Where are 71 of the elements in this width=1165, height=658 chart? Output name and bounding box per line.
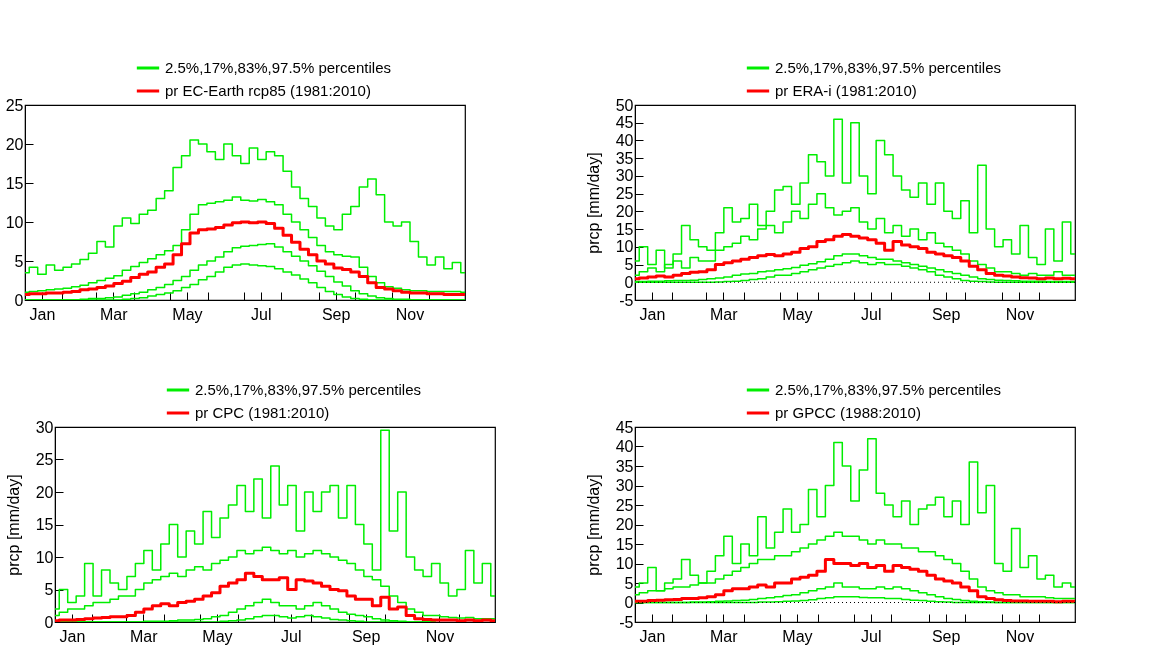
legend-label: 2.5%,17%,83%,97.5% percentiles bbox=[775, 59, 1001, 76]
x-tick-label: Mar bbox=[709, 305, 739, 323]
legend-label: pr CPC (1981:2010) bbox=[195, 404, 330, 421]
x-tick-label: Jan bbox=[639, 627, 666, 645]
y-tick-label: 40 bbox=[615, 438, 634, 455]
y-tick-label: 25 bbox=[615, 185, 634, 203]
x-tick-label: Jan bbox=[29, 305, 56, 323]
legend-label: pr EC-Earth rcp85 (1981:2010) bbox=[165, 82, 371, 99]
y-tick-label: 30 bbox=[35, 418, 54, 436]
y-axis-title: prcp [mm/day] bbox=[584, 474, 602, 576]
x-tick-label: Sep bbox=[351, 627, 381, 645]
y-tick-label: 10 bbox=[35, 548, 54, 566]
y-axis-title: prcp [mm/day] bbox=[4, 474, 22, 576]
y-tick-label: 0 bbox=[44, 613, 54, 631]
x-tick-label: Jul bbox=[250, 305, 272, 323]
x-tick-label: May bbox=[172, 305, 203, 323]
y-tick-label: -5 bbox=[619, 613, 634, 631]
y-tick-label: 10 bbox=[615, 238, 634, 256]
x-tick-label: Sep bbox=[931, 305, 961, 323]
x-tick-label: Jul bbox=[860, 627, 882, 645]
y-tick-label: 30 bbox=[615, 477, 634, 494]
y-tick-label: 50 bbox=[615, 96, 634, 114]
y-tick-label: 10 bbox=[615, 555, 634, 572]
x-tick-label: May bbox=[202, 627, 233, 645]
y-tick-label: 40 bbox=[615, 131, 634, 149]
y-tick-label: 35 bbox=[615, 457, 634, 475]
y-axis-title: prcp [mm/day] bbox=[584, 152, 602, 254]
y-tick-label: 45 bbox=[615, 114, 634, 132]
x-tick-label: Mar bbox=[99, 305, 129, 323]
x-tick-label: Nov bbox=[395, 305, 425, 323]
y-tick-label: 5 bbox=[624, 574, 634, 592]
x-tick-label: Nov bbox=[1005, 305, 1035, 323]
legend-label: pr GPCC (1988:2010) bbox=[775, 404, 921, 421]
y-tick-label: 20 bbox=[5, 135, 24, 153]
legend-label: 2.5%,17%,83%,97.5% percentiles bbox=[195, 381, 421, 398]
y-tick-label: 5 bbox=[44, 581, 54, 598]
y-tick-label: 15 bbox=[5, 174, 24, 192]
x-tick-label: Jan bbox=[59, 627, 86, 645]
x-tick-label: Jul bbox=[280, 627, 302, 645]
legend-label: 2.5%,17%,83%,97.5% percentiles bbox=[775, 381, 1001, 398]
x-tick-label: Mar bbox=[709, 627, 739, 645]
y-tick-label: 20 bbox=[615, 202, 634, 220]
x-tick-label: Sep bbox=[931, 627, 961, 645]
y-tick-label: 5 bbox=[14, 252, 24, 270]
y-tick-label: 35 bbox=[615, 149, 634, 167]
x-tick-label: May bbox=[782, 305, 813, 323]
y-tick-label: 15 bbox=[35, 516, 54, 533]
legend-label: 2.5%,17%,83%,97.5% percentiles bbox=[165, 59, 391, 76]
x-tick-label: Nov bbox=[425, 627, 455, 645]
y-tick-label: 30 bbox=[615, 167, 634, 185]
y-tick-label: 15 bbox=[615, 220, 634, 238]
y-tick-label: 0 bbox=[14, 291, 24, 309]
x-tick-label: Jan bbox=[639, 305, 666, 323]
y-tick-label: 0 bbox=[624, 594, 634, 611]
legend-label: pr ERA-i (1981:2010) bbox=[775, 82, 917, 99]
x-tick-label: Jul bbox=[860, 305, 882, 323]
y-tick-label: 15 bbox=[615, 535, 634, 553]
x-tick-label: May bbox=[782, 627, 813, 645]
x-tick-label: Sep bbox=[321, 305, 351, 323]
y-tick-label: 5 bbox=[624, 256, 634, 274]
y-tick-label: 20 bbox=[615, 516, 634, 533]
x-tick-label: Nov bbox=[1005, 627, 1035, 645]
y-tick-label: 25 bbox=[615, 496, 634, 514]
y-tick-label: 45 bbox=[615, 418, 634, 436]
x-tick-label: Mar bbox=[129, 627, 159, 645]
y-tick-label: 25 bbox=[5, 96, 24, 114]
y-tick-label: 20 bbox=[35, 483, 54, 501]
y-tick-label: -5 bbox=[619, 291, 634, 309]
y-tick-label: 25 bbox=[35, 451, 54, 468]
y-tick-label: 10 bbox=[5, 213, 24, 231]
y-tick-label: 0 bbox=[624, 273, 634, 291]
